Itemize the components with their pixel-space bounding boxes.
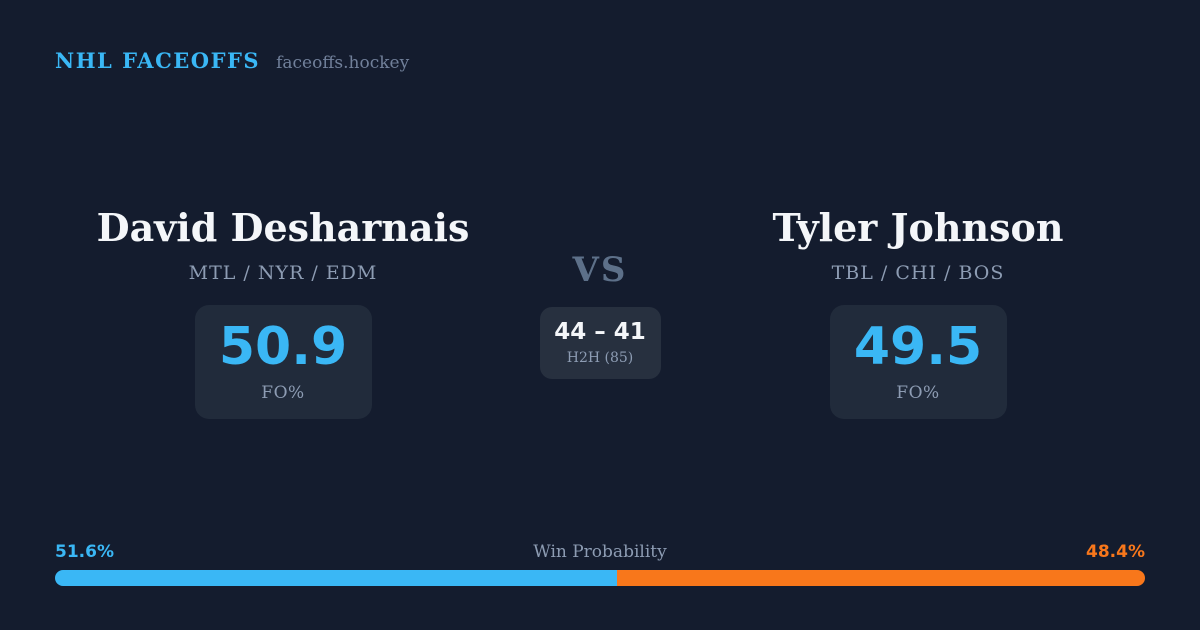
header: NHL FACEOFFS faceoffs.hockey [55,48,409,73]
player-right-fo-value: 49.5 [853,317,983,377]
player-right-fo-label: FO% [896,383,940,403]
win-probability-left-pct: 51.6% [55,542,114,562]
win-probability-bar-left [55,570,618,586]
h2h-label: H2H (85) [566,349,634,366]
player-right-fo-card: 49.5 FO% [829,305,1007,419]
h2h-score: 44 – 41 [554,318,646,345]
win-probability-title: Win Probability [533,542,667,562]
player-left-fo-card: 50.9 FO% [194,305,372,419]
player-right-column: Tyler Johnson TBL / CHI / BOS 49.5 FO% [718,206,1118,419]
brand-logo: NHL FACEOFFS [55,48,261,73]
player-left-teams: MTL / NYR / EDM [188,262,378,284]
win-probability-right-pct: 48.4% [1086,542,1145,562]
player-left-fo-label: FO% [261,383,305,403]
matchup-center-column: VS 44 – 41 H2H (85) [500,250,700,379]
win-probability-section: 51.6% Win Probability 48.4% [55,542,1145,586]
win-probability-bar [55,570,1145,586]
h2h-card: 44 – 41 H2H (85) [539,307,661,379]
player-left-name: David Desharnais [96,205,470,250]
player-right-name: Tyler Johnson [772,205,1064,250]
win-probability-labels: 51.6% Win Probability 48.4% [55,542,1145,562]
site-url: faceoffs.hockey [276,53,410,73]
player-left-fo-value: 50.9 [218,317,348,377]
player-left-column: David Desharnais MTL / NYR / EDM 50.9 FO… [83,206,483,419]
player-right-teams: TBL / CHI / BOS [831,262,1005,284]
vs-label: VS [572,250,628,290]
win-probability-bar-right [617,570,1145,586]
